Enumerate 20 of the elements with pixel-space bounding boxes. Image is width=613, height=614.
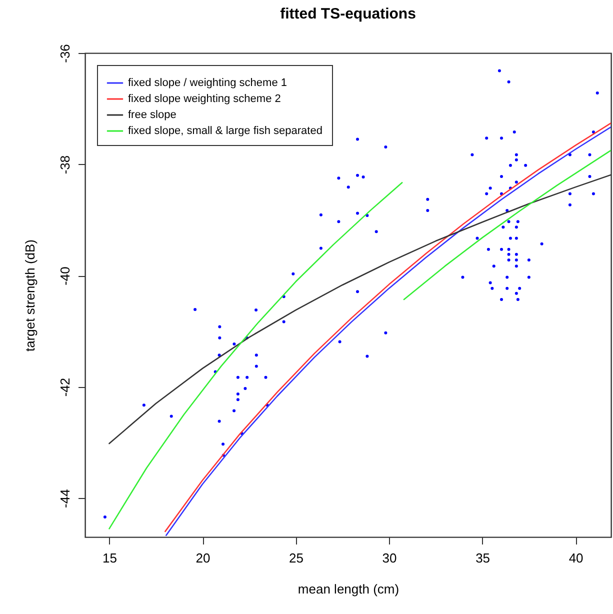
line-series xyxy=(108,182,403,530)
x-tick-label: 40 xyxy=(568,550,584,566)
x-tick-label: 35 xyxy=(476,550,490,566)
legend-label: free slope xyxy=(128,109,176,121)
x-tick-label: 30 xyxy=(382,550,397,566)
legend-label: fixed slope weighting scheme 2 xyxy=(128,93,281,105)
legend-label: fixed slope, small & large fish separated xyxy=(128,125,322,137)
y-tick-label: -44 xyxy=(58,489,72,508)
y-axis-title: target strength (dB) xyxy=(22,240,38,352)
y-tick-label: -38 xyxy=(58,155,72,174)
x-tick-label: 15 xyxy=(102,550,117,566)
chart-title: fitted TS-equations xyxy=(280,6,416,23)
line-series xyxy=(403,150,611,300)
x-axis-title: mean length (cm) xyxy=(298,582,400,596)
y-tick-label: -36 xyxy=(58,44,72,63)
y-tick-label: -40 xyxy=(58,266,72,286)
x-tick-label: 20 xyxy=(196,550,210,566)
x-tick-label: 25 xyxy=(289,550,304,566)
y-tick-label: -42 xyxy=(58,378,72,397)
legend-label: fixed slope / weighting scheme 1 xyxy=(128,77,287,89)
